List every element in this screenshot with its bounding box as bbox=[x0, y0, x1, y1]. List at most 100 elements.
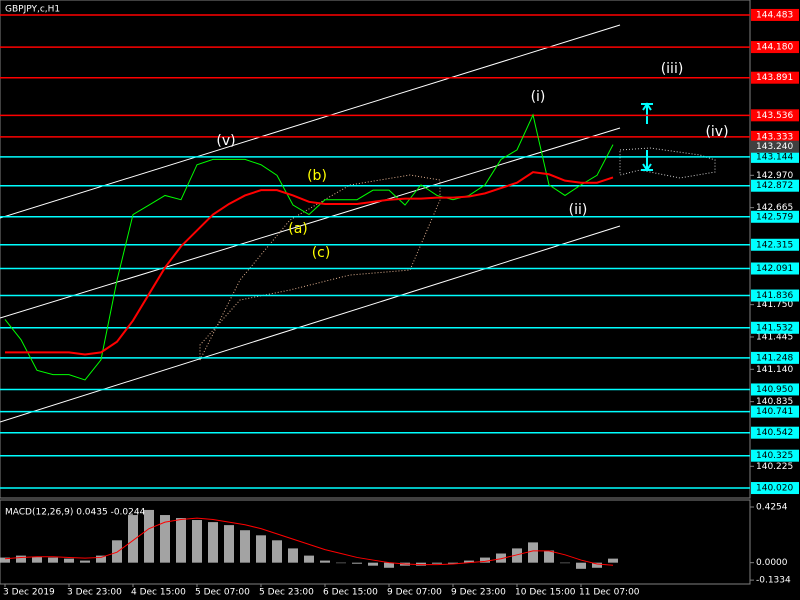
level-label: 141.248 bbox=[756, 353, 793, 363]
level-label: 141.836 bbox=[756, 291, 793, 301]
macd-bar bbox=[496, 553, 506, 563]
macd-title: MACD(12,26,9) 0.0435 -0.0244 bbox=[5, 508, 146, 518]
level-label: 143.536 bbox=[756, 111, 793, 121]
y-tick-label: 140.835 bbox=[756, 397, 793, 407]
level-label: 140.950 bbox=[756, 385, 793, 395]
y-tick-label: -0.1334 bbox=[756, 576, 791, 586]
macd-bar bbox=[608, 558, 618, 563]
level-label: 142.315 bbox=[756, 240, 793, 250]
macd-bar bbox=[384, 562, 394, 568]
level-label: 142.091 bbox=[756, 264, 793, 274]
macd-bar bbox=[304, 555, 314, 563]
level-label-bg bbox=[751, 383, 799, 396]
level-label: 140.020 bbox=[756, 484, 793, 494]
y-tick-label: 140.225 bbox=[756, 462, 793, 472]
level-label-bg bbox=[751, 41, 799, 54]
level-label-bg bbox=[751, 109, 799, 122]
level-label-bg bbox=[751, 482, 799, 495]
channel-line bbox=[0, 127, 621, 319]
y-tick-label: 141.445 bbox=[756, 332, 793, 342]
channel-line bbox=[0, 225, 621, 423]
level-label: 143.333 bbox=[756, 132, 793, 142]
macd-bar bbox=[192, 520, 202, 563]
x-tick-label: 9 Dec 07:00 bbox=[387, 588, 442, 598]
macd-bar bbox=[128, 515, 138, 563]
wave-label: (iv) bbox=[705, 124, 728, 140]
macd-bar bbox=[80, 560, 90, 563]
x-tick-label: 5 Dec 07:00 bbox=[195, 588, 250, 598]
wave-label: (c) bbox=[312, 245, 331, 261]
level-label: 140.542 bbox=[756, 428, 793, 438]
macd-bar bbox=[368, 562, 378, 566]
current-price-label: 143.240 bbox=[756, 142, 793, 152]
wave-label: (iii) bbox=[661, 61, 684, 77]
macd-bar bbox=[256, 535, 266, 563]
level-label: 140.741 bbox=[756, 407, 793, 417]
wave-label: (ii) bbox=[569, 202, 588, 218]
macd-bar bbox=[544, 550, 554, 563]
level-label-bg bbox=[751, 71, 799, 84]
x-tick-label: 6 Dec 15:00 bbox=[323, 588, 378, 598]
chart-title: GBPJPY,c,H1 bbox=[5, 5, 60, 15]
macd-bar bbox=[0, 557, 10, 563]
level-label: 144.180 bbox=[756, 43, 793, 53]
macd-bar bbox=[464, 560, 474, 563]
macd-bar bbox=[576, 562, 586, 569]
level-label-bg bbox=[751, 238, 799, 251]
y-tick-label: 0.0000 bbox=[756, 558, 788, 568]
macd-bar bbox=[480, 557, 490, 563]
level-label-bg bbox=[751, 150, 799, 163]
level-label-bg bbox=[751, 351, 799, 364]
current-price-bg bbox=[751, 140, 799, 153]
macd-bar bbox=[320, 560, 330, 563]
level-label-bg bbox=[751, 449, 799, 462]
price-line bbox=[5, 171, 614, 356]
x-tick-label: 10 Dec 15:00 bbox=[515, 588, 576, 598]
level-label: 143.891 bbox=[756, 73, 793, 83]
macd-bar bbox=[528, 542, 538, 563]
x-tick-label: 4 Dec 15:00 bbox=[131, 588, 186, 598]
level-label: 142.579 bbox=[756, 212, 793, 222]
macd-bar bbox=[48, 557, 58, 563]
x-tick-label: 9 Dec 23:00 bbox=[451, 588, 506, 598]
level-label: 143.144 bbox=[756, 152, 793, 162]
macd-bar bbox=[208, 522, 218, 563]
macd-bar bbox=[64, 558, 74, 563]
y-tick-label: 0.4254 bbox=[756, 503, 788, 513]
y-tick-label: 141.750 bbox=[756, 300, 793, 310]
signal-line bbox=[4, 517, 614, 566]
wave-label: (i) bbox=[531, 89, 546, 105]
macd-bar bbox=[352, 562, 362, 564]
up-arrow bbox=[641, 102, 653, 124]
level-label-bg bbox=[751, 426, 799, 439]
macd-bar bbox=[512, 548, 522, 563]
x-tick-label: 3 Dec 23:00 bbox=[67, 588, 122, 598]
level-label-bg bbox=[751, 179, 799, 192]
macd-bar bbox=[224, 525, 234, 563]
level-label-bg bbox=[751, 262, 799, 275]
level-label: 140.325 bbox=[756, 451, 793, 461]
macd-bar bbox=[32, 556, 42, 563]
level-label-bg bbox=[751, 210, 799, 223]
wave-label: (b) bbox=[307, 168, 327, 184]
macd-bar bbox=[432, 562, 442, 564]
macd-bar bbox=[176, 518, 186, 563]
x-tick-label: 11 Dec 07:00 bbox=[579, 588, 640, 598]
level-label-bg bbox=[751, 8, 799, 21]
y-tick-label: 142.970 bbox=[756, 171, 793, 181]
y-tick-label: 141.140 bbox=[756, 365, 793, 375]
macd-bar bbox=[336, 562, 346, 564]
level-label-bg bbox=[751, 130, 799, 143]
channel-line bbox=[0, 24, 621, 219]
level-label: 142.872 bbox=[756, 181, 793, 191]
y-tick-label: 142.665 bbox=[756, 203, 793, 213]
wave-label: (a) bbox=[288, 221, 308, 237]
x-tick-label: 5 Dec 23:00 bbox=[259, 588, 314, 598]
macd-bar bbox=[160, 515, 170, 563]
level-label: 144.483 bbox=[756, 10, 793, 20]
macd-bar bbox=[560, 562, 570, 564]
cloud bbox=[199, 174, 441, 361]
level-label-bg bbox=[751, 405, 799, 418]
macd-frame bbox=[0, 499, 751, 585]
